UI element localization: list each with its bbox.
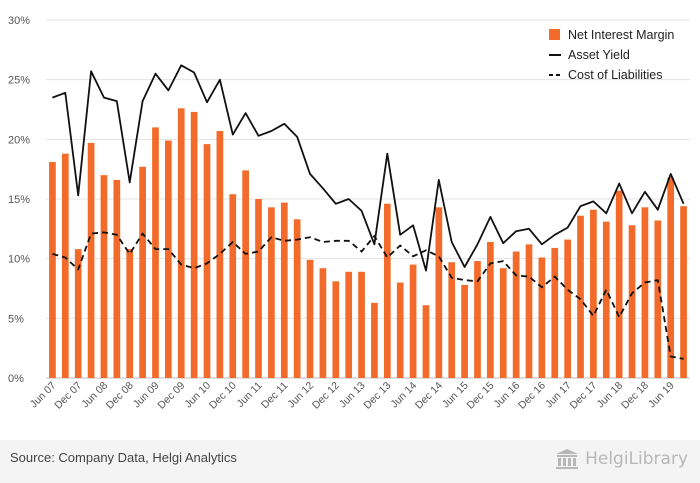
line-series: [52, 64, 685, 360]
x-tick-label: Jun 11: [234, 380, 264, 410]
bar-net-interest-margin: [280, 202, 288, 378]
legend-label-asset-yield: Asset Yield: [568, 48, 630, 62]
bar-net-interest-margin: [177, 108, 185, 378]
y-axis-tick-labels: 0% 5% 10% 15% 20% 25% 30%: [8, 15, 30, 385]
y-tick-label: 10%: [8, 254, 30, 266]
bar-net-interest-margin: [87, 142, 95, 378]
y-tick-label: 20%: [8, 134, 30, 146]
bar-net-interest-margin: [383, 203, 391, 378]
bar-net-interest-margin: [448, 262, 456, 378]
y-tick-label: 0%: [8, 373, 24, 385]
bar-net-interest-margin: [487, 241, 494, 378]
x-tick-label: Dec 16: [516, 380, 548, 412]
bar-net-interest-margin: [332, 281, 340, 378]
y-tick-label: 5%: [8, 313, 24, 325]
bar-net-interest-margin: [139, 166, 146, 378]
legend-label-net-interest-margin: Net Interest Margin: [568, 28, 674, 42]
brand-logo: HelgiLibrary: [554, 446, 688, 472]
bar-net-interest-margin: [641, 207, 649, 378]
legend: Net Interest Margin Asset Yield Cost of …: [549, 28, 674, 82]
bar-net-interest-margin: [512, 251, 520, 378]
x-tick-label: Dec 18: [619, 380, 651, 412]
bar-net-interest-margin: [654, 220, 662, 378]
bar-net-interest-margin: [268, 207, 275, 378]
bar-net-interest-margin: [74, 249, 82, 378]
y-tick-label: 25%: [8, 75, 30, 87]
bar-net-interest-margin: [538, 257, 546, 378]
library-columns-icon: [556, 449, 579, 469]
bar-net-interest-margin: [551, 247, 559, 378]
x-tick-label: Dec 08: [104, 380, 136, 412]
bar-net-interest-margin: [113, 179, 121, 378]
x-tick-label: Dec 10: [207, 380, 239, 412]
x-tick-label: Dec 09: [155, 380, 187, 412]
bar-net-interest-margin: [319, 268, 327, 378]
legend-label-cost-of-liabilities: Cost of Liabilities: [568, 68, 663, 82]
bar-net-interest-margin: [229, 194, 237, 378]
bar-net-interest-margin: [577, 215, 584, 378]
bar-net-interest-margin: [345, 271, 353, 378]
bar-net-interest-margin: [602, 221, 610, 378]
x-tick-label: Dec 14: [413, 380, 445, 412]
bar-net-interest-margin: [590, 209, 597, 378]
bar-net-interest-margin: [396, 282, 404, 378]
x-tick-label: Dec 07: [52, 380, 84, 412]
bar-net-interest-margin: [409, 264, 417, 378]
line-asset-yield: [52, 64, 685, 272]
bar-net-interest-margin: [152, 127, 159, 379]
bar-net-interest-margin: [667, 177, 675, 378]
bar-net-interest-margin: [216, 130, 224, 378]
bar-net-interest-margin: [525, 244, 533, 378]
source-note: Source: Company Data, Helgi Analytics: [10, 450, 237, 465]
y-tick-label: 15%: [8, 194, 30, 206]
x-tick-label: Dec 11: [259, 380, 291, 412]
bar-net-interest-margin: [371, 302, 378, 378]
line-cost-of-liabilities: [52, 231, 684, 360]
bar-net-interest-margin: [242, 170, 249, 378]
bar-net-interest-margin: [306, 259, 314, 378]
bar-net-interest-margin: [564, 239, 571, 378]
x-tick-label: Dec 17: [568, 380, 600, 412]
bar-net-interest-margin: [358, 271, 365, 378]
bar-net-interest-margin: [435, 207, 443, 378]
bar-net-interest-margin: [461, 284, 468, 378]
bar-net-interest-margin: [49, 162, 56, 378]
x-tick-label: Dec 13: [361, 380, 393, 412]
bar-net-interest-margin: [61, 153, 69, 378]
legend-swatch-net-interest-margin: [549, 29, 560, 40]
net-interest-margin-bars: [49, 108, 687, 379]
bar-net-interest-margin: [474, 261, 481, 378]
bar-net-interest-margin: [165, 140, 172, 378]
bar-net-interest-margin: [100, 175, 108, 378]
bar-net-interest-margin: [126, 249, 134, 378]
x-tick-label: Jun 19: [646, 380, 677, 411]
bar-net-interest-margin: [615, 190, 623, 378]
brand-name: HelgiLibrary: [585, 449, 688, 469]
bar-net-interest-margin: [190, 111, 198, 379]
bar-net-interest-margin: [203, 144, 211, 378]
x-tick-label: Dec 12: [310, 380, 342, 412]
bar-net-interest-margin: [422, 305, 430, 378]
bar-net-interest-margin: [628, 225, 636, 378]
bar-net-interest-margin: [680, 206, 687, 378]
y-tick-label: 30%: [8, 15, 30, 27]
bar-net-interest-margin: [255, 199, 262, 378]
bar-net-interest-margin: [293, 219, 301, 378]
x-tick-label: Dec 15: [464, 380, 496, 412]
bar-net-interest-margin: [499, 268, 507, 378]
